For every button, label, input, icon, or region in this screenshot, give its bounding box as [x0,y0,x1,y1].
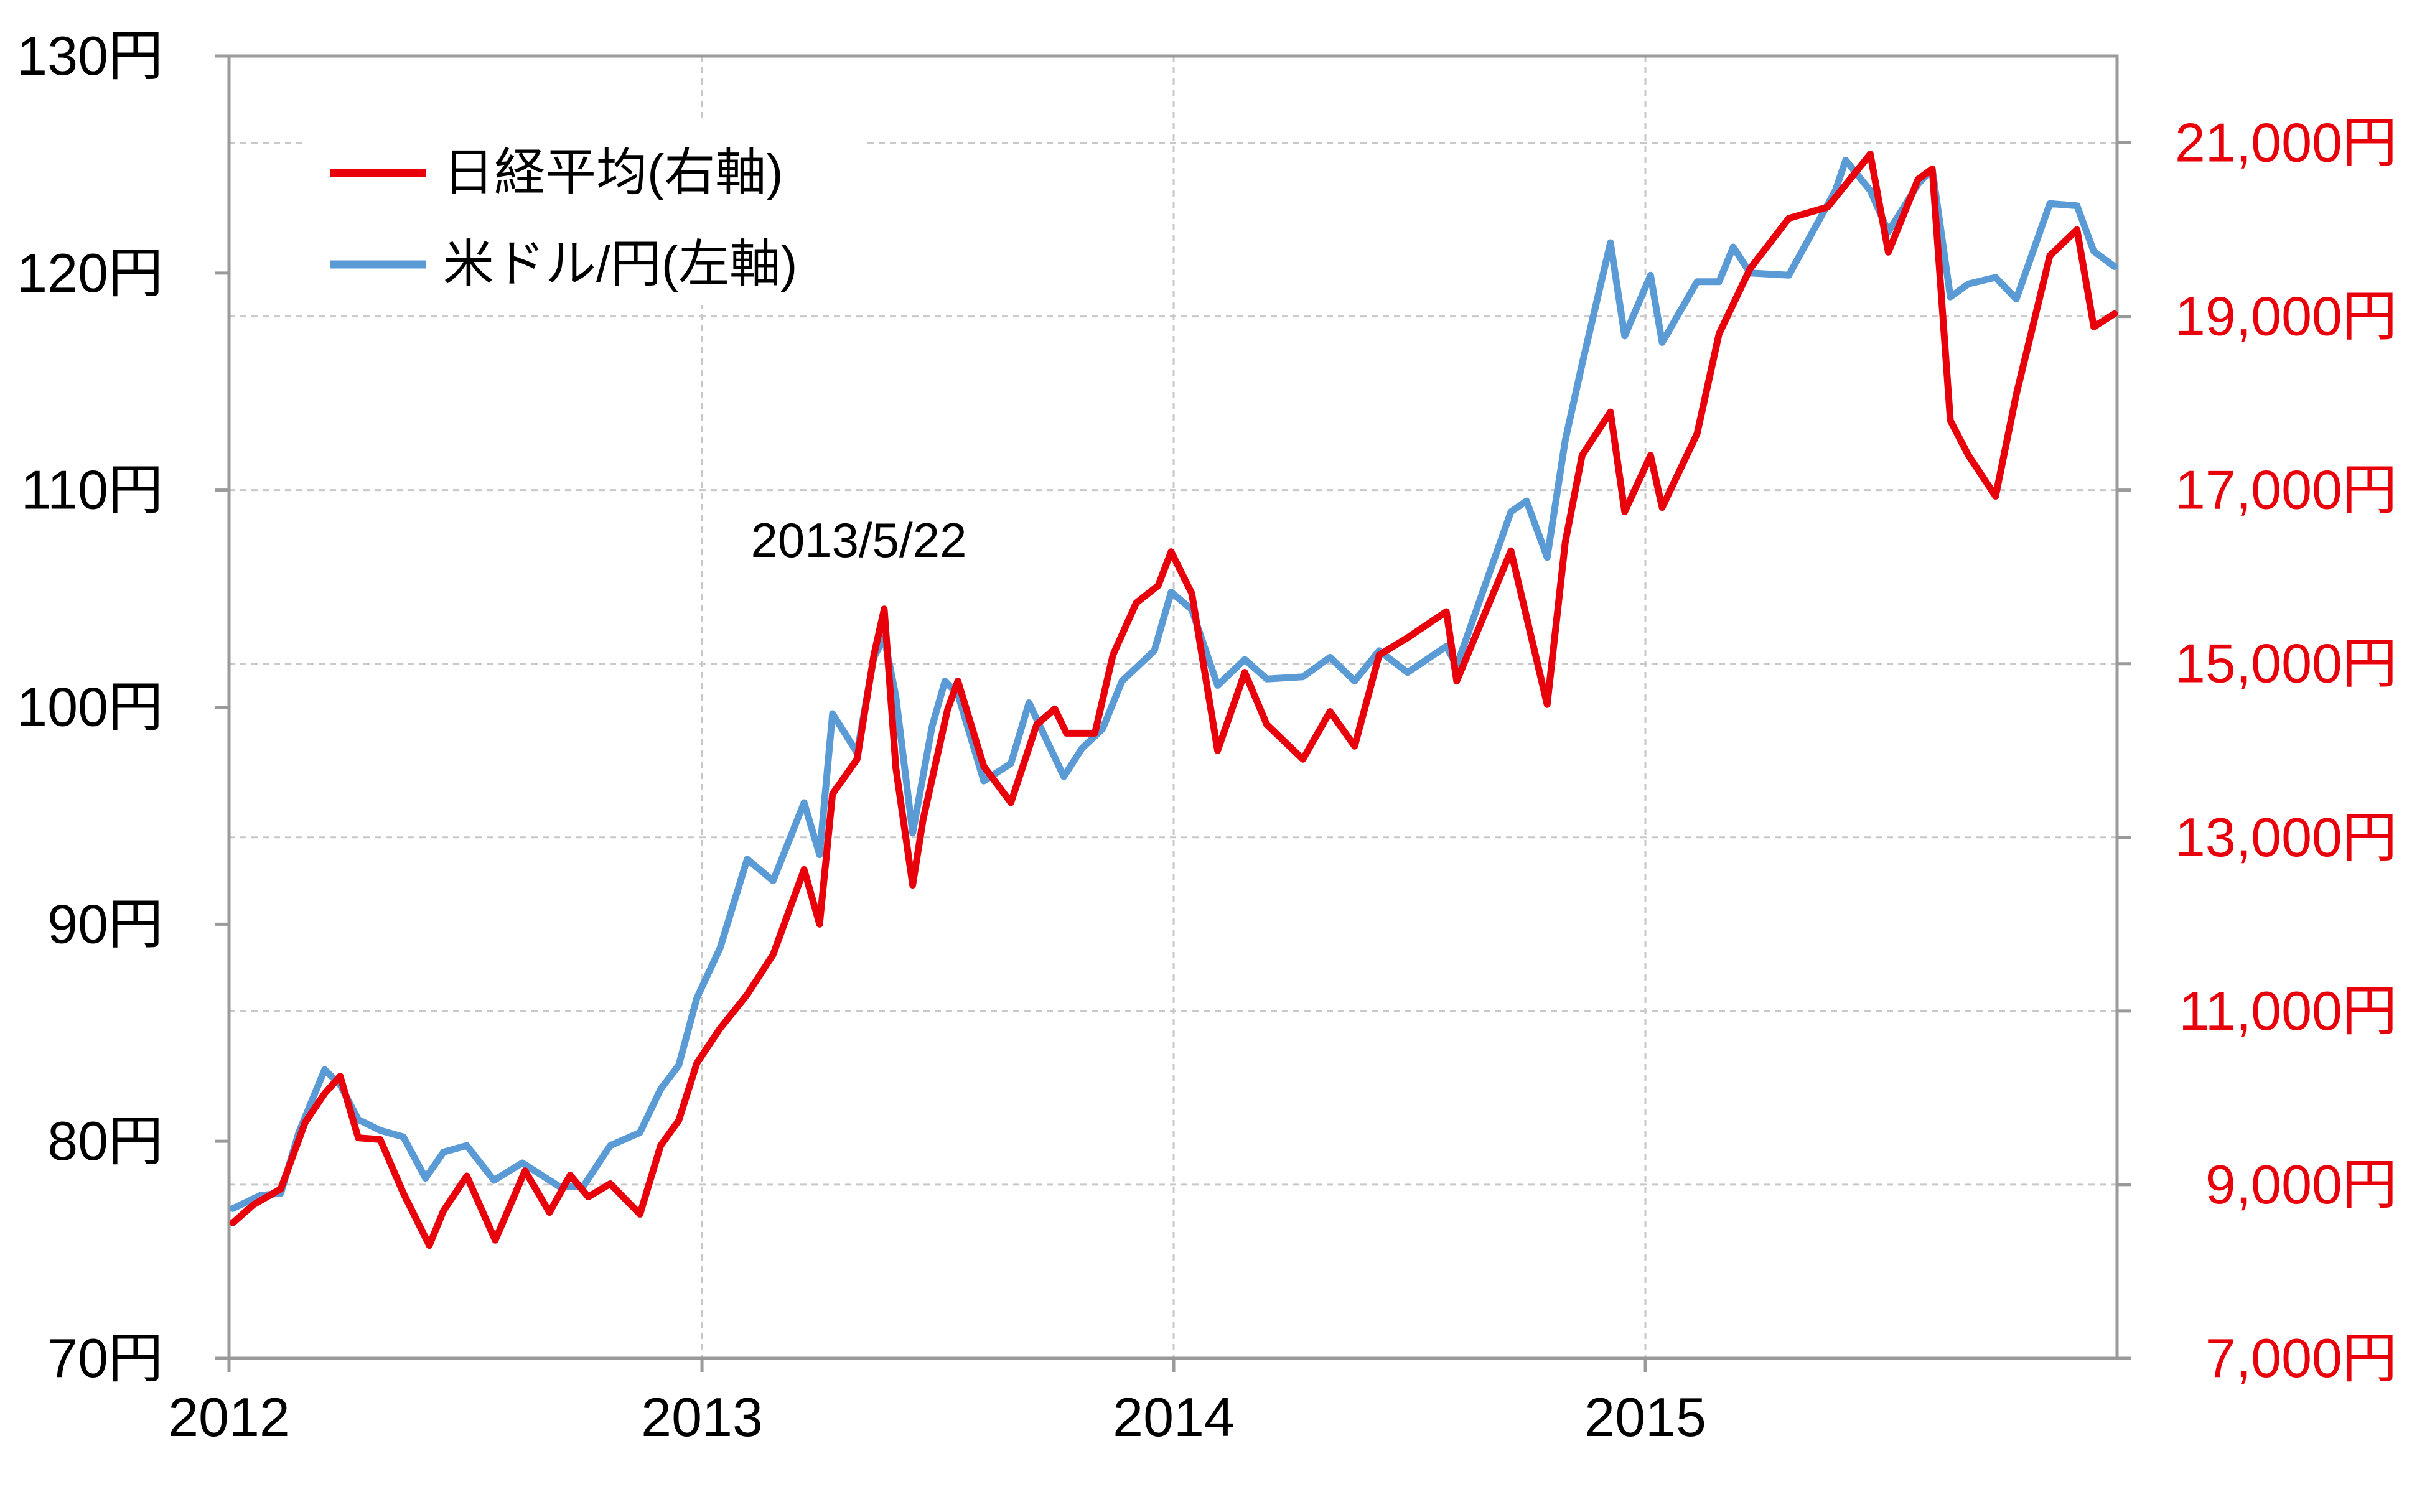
x-tick-label: 2014 [1113,1386,1235,1448]
y-right-tick-label: 13,000円 [2175,806,2397,868]
series-lines [229,151,2118,1249]
y-right-tick-label: 11,000円 [2179,980,2397,1042]
annotation-background [703,498,996,585]
legend: 日経平均(右軸) 米ドル/円(左軸) [305,118,865,305]
y-left-tick-label: 80円 [47,1110,163,1172]
y-left-tick-label: 100円 [17,676,163,738]
y-right-tick-label: 7,000円 [2205,1327,2397,1389]
y-right-tick-label: 17,000円 [2175,459,2397,521]
y-left-tick-label: 70円 [47,1327,163,1389]
y-right-tick-label: 15,000円 [2175,633,2397,694]
annotations: 2013/5/22 [703,498,996,585]
annotation-label: 2013/5/22 [750,513,966,567]
y-left-tick-label: 130円 [17,25,163,86]
y-right-tick-label: 19,000円 [2175,286,2397,347]
y-right-tick-label: 9,000円 [2205,1154,2397,1215]
y-left-tick-label: 110円 [21,459,163,521]
legend-background [305,118,865,305]
nikkei-line [229,151,2118,1249]
usdjpy-line [229,156,2118,1212]
x-tick-label: 2013 [641,1386,763,1448]
y-right-tick-label: 21,000円 [2175,112,2397,174]
y-left-tick-label: 90円 [47,893,163,954]
axes: 2012 2013 2014 2015 70円 80円 90円 100円 110円 120円 130… [17,25,2397,1448]
legend-label-nikkei: 日経平均(右軸) [443,144,783,201]
x-tick-label: 2015 [1584,1386,1706,1448]
legend-label-usdjpy: 米ドル/円(左軸) [443,236,797,292]
y-left-tick-label: 120円 [17,242,163,304]
x-tick-label: 2012 [168,1386,290,1448]
